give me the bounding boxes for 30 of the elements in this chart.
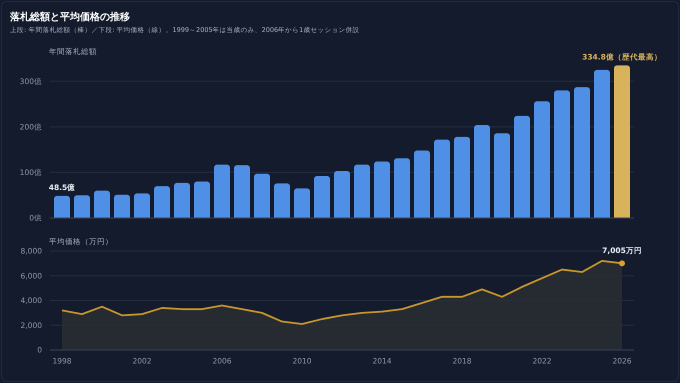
bar xyxy=(554,90,570,218)
bar xyxy=(274,183,290,218)
bar xyxy=(474,125,490,218)
bar xyxy=(74,195,90,218)
bar xyxy=(534,101,550,218)
bar xyxy=(314,176,330,218)
bar xyxy=(174,182,190,218)
bar xyxy=(234,165,250,218)
bar xyxy=(374,161,390,218)
bar xyxy=(514,116,530,218)
bar xyxy=(614,65,630,218)
bar xyxy=(154,186,170,218)
bar xyxy=(334,171,350,218)
bar xyxy=(94,190,110,218)
bar xyxy=(354,164,370,218)
bar xyxy=(254,174,270,218)
bar xyxy=(394,158,410,218)
bar xyxy=(434,140,450,218)
chart-title: 落札総額と平均価格の推移 xyxy=(10,10,130,24)
bar xyxy=(454,136,470,218)
bar xyxy=(194,182,210,218)
bar xyxy=(414,150,430,218)
bar xyxy=(134,193,150,218)
bar xyxy=(214,164,230,218)
bar xyxy=(494,133,510,218)
bar xyxy=(574,87,590,218)
bar xyxy=(294,188,310,218)
bar xyxy=(54,196,70,218)
bar xyxy=(114,194,130,218)
bar xyxy=(594,70,610,218)
